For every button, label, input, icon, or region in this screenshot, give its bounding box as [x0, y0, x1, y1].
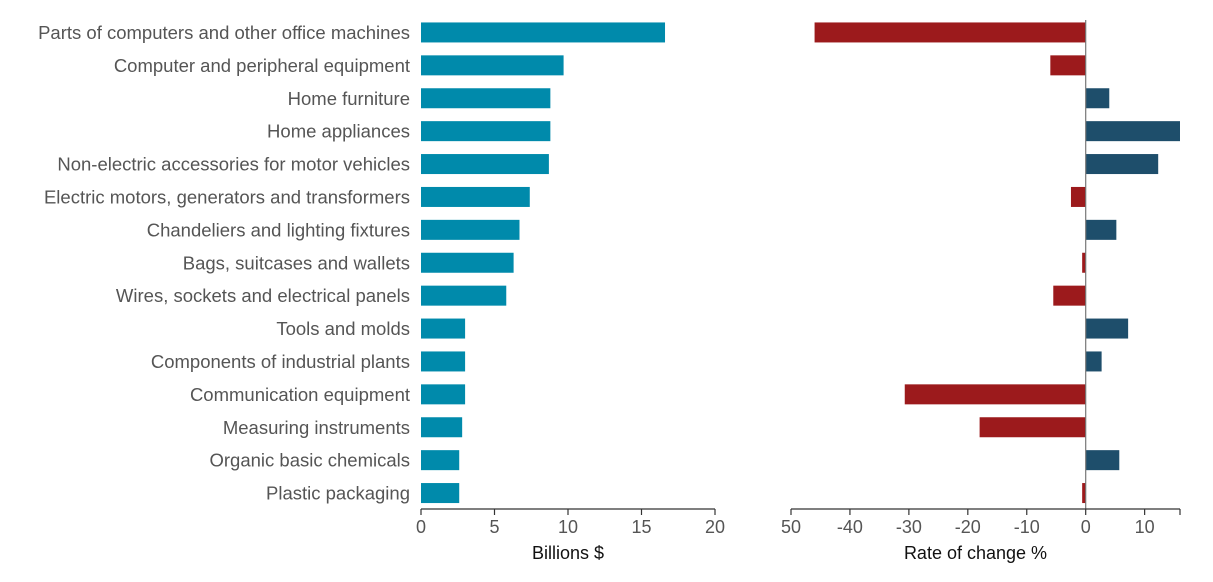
bar-rate-of-change	[904, 384, 1086, 405]
category-label: Home furniture	[288, 88, 410, 109]
bar-billions	[421, 55, 564, 76]
x-tick-label: 5	[489, 517, 499, 537]
x-tick-label: -10	[1014, 517, 1040, 537]
left-panel: Parts of computers and other office mach…	[38, 22, 725, 563]
bar-rate-of-change	[1050, 55, 1086, 76]
bar-billions	[421, 285, 507, 306]
category-label: Bags, suitcases and wallets	[183, 252, 410, 273]
bar-billions	[421, 417, 463, 438]
x-tick-label: -40	[837, 517, 863, 537]
bar-rate-of-change	[1082, 483, 1086, 504]
bar-billions	[421, 384, 466, 405]
category-label: Tools and molds	[276, 318, 410, 339]
category-label: Components of industrial plants	[151, 351, 410, 372]
right-panel: 50 -40 -30 -20 -10 0 10 Rate of change %	[781, 20, 1181, 563]
bar-rate-of-change	[1085, 351, 1102, 372]
bar-billions	[421, 318, 466, 339]
x-axis-title: Rate of change %	[904, 543, 1047, 563]
bar-billions	[421, 154, 549, 175]
category-label: Wires, sockets and electrical panels	[116, 285, 410, 306]
x-tick-label: 0	[416, 517, 426, 537]
x-tick-label: -20	[955, 517, 981, 537]
bar-rate-of-change	[1085, 121, 1180, 142]
bar-billions	[421, 88, 551, 109]
category-label: Plastic packaging	[266, 483, 410, 504]
bar-rate-of-change	[1085, 318, 1129, 339]
bar-billions	[421, 450, 460, 471]
category-label: Communication equipment	[190, 384, 410, 405]
x-axis-title: Billions $	[532, 543, 604, 563]
x-tick-label: -30	[896, 517, 922, 537]
bar-rate-of-change	[1085, 450, 1120, 471]
x-tick-label: 10	[1135, 517, 1155, 537]
x-tick-label: 0	[1081, 517, 1091, 537]
bar-billions	[421, 252, 514, 273]
x-tick-label: 20	[705, 517, 725, 537]
bar-rate-of-change	[1082, 252, 1086, 273]
bar-billions	[421, 483, 460, 504]
bar-billions	[421, 121, 551, 142]
bar-rate-of-change	[1085, 88, 1110, 109]
category-label: Non-electric accessories for motor vehic…	[57, 154, 410, 175]
bar-rate-of-change	[814, 22, 1086, 43]
bar-rate-of-change	[1070, 186, 1086, 207]
bar-billions	[421, 219, 520, 240]
bar-billions	[421, 186, 530, 207]
bar-rate-of-change	[979, 417, 1086, 438]
x-tick-label: 10	[558, 517, 578, 537]
category-label: Parts of computers and other office mach…	[38, 22, 410, 43]
category-label: Electric motors, generators and transfor…	[44, 186, 410, 207]
category-label: Home appliances	[267, 121, 410, 142]
category-label: Computer and peripheral equipment	[114, 55, 410, 76]
category-label: Organic basic chemicals	[210, 450, 411, 471]
category-label: Measuring instruments	[223, 417, 410, 438]
bar-rate-of-change	[1085, 154, 1159, 175]
category-label: Chandeliers and lighting fixtures	[147, 219, 410, 240]
bar-billions	[421, 351, 466, 372]
bar-rate-of-change	[1053, 285, 1086, 306]
bar-billions	[421, 22, 666, 43]
x-tick-label: 50	[781, 517, 801, 537]
x-tick-label: 15	[631, 517, 651, 537]
bar-rate-of-change	[1085, 219, 1117, 240]
